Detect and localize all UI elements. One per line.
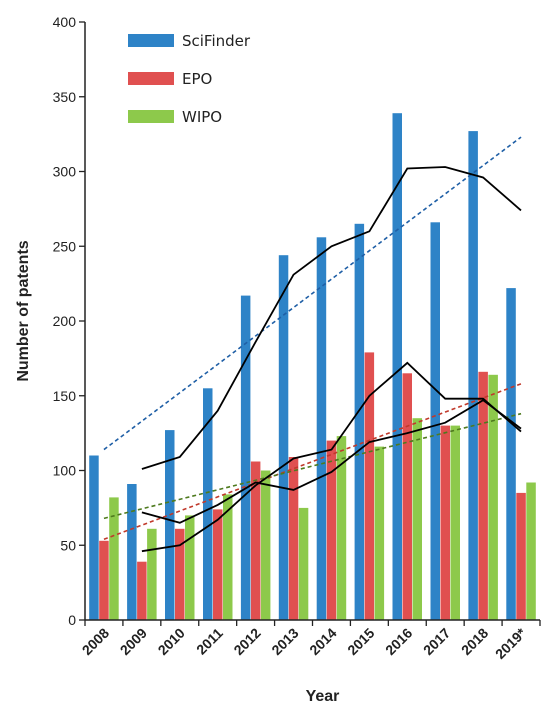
bar-epo-2011: [213, 509, 223, 620]
bar-epo-2014: [326, 440, 337, 620]
moving-average-epo: [141, 361, 522, 553]
bar-scifinder-2012: [240, 295, 251, 620]
bar-wipo-2019: [526, 482, 536, 620]
legend-label-wipo: WIPO: [182, 108, 222, 126]
y-tick-label: 50: [60, 537, 76, 553]
trendline-wipo: [103, 412, 522, 520]
x-tick-label: 2009: [117, 625, 150, 658]
y-tick-label: 250: [53, 238, 77, 254]
bar-wipo-2016: [412, 418, 422, 620]
bar-epo-2018: [478, 371, 488, 620]
bars-group: [89, 113, 536, 621]
x-tick-label: 2017: [420, 625, 453, 658]
y-tick-label: 300: [53, 164, 77, 180]
x-tick-label: 2011: [193, 625, 226, 658]
bar-scifinder-2009: [127, 484, 137, 620]
bar-epo-2008: [99, 540, 109, 620]
x-tick-label: 2010: [155, 625, 188, 658]
bar-scifinder-2019: [506, 288, 516, 620]
x-tick-label: 2015: [344, 625, 377, 658]
legend-label-scifinder: SciFinder: [182, 32, 251, 50]
bar-epo-2016: [402, 373, 412, 620]
bar-epo-2009: [137, 561, 147, 620]
moving-average-scifinder: [141, 166, 522, 470]
bar-scifinder-2008: [89, 455, 99, 620]
legend-swatch-wipo: [128, 110, 174, 123]
y-tick-label: 200: [53, 313, 77, 329]
bar-epo-2012: [250, 461, 261, 620]
bar-wipo-2009: [147, 528, 157, 620]
bar-wipo-2014: [336, 436, 347, 620]
x-tick-label: 2014: [306, 625, 339, 658]
x-ticks-group: 2008 2009 2010 2011 2012 2013 2014 2015 2016 2017…: [79, 620, 541, 662]
y-ticks-group: 0 50 100 150 200 250 300 350 400: [53, 14, 85, 628]
moving-averages-group: [141, 166, 522, 553]
x-tick-label: 2008: [79, 625, 112, 658]
x-axis-title: Year: [306, 688, 340, 705]
bar-epo-2019: [516, 492, 526, 620]
legend-swatch-scifinder: [128, 34, 174, 47]
bar-epo-2017: [440, 425, 450, 620]
bar-wipo-2010: [185, 515, 195, 620]
y-tick-label: 0: [68, 612, 76, 628]
bar-scifinder-2014: [316, 237, 327, 621]
bar-wipo-2018: [488, 374, 498, 620]
bar-wipo-2012: [260, 470, 271, 620]
bar-scifinder-2016: [392, 113, 402, 620]
legend-label-epo: EPO: [182, 70, 212, 88]
trendline-scifinder: [103, 136, 522, 451]
bar-wipo-2011: [223, 494, 233, 620]
y-tick-label: 350: [53, 89, 77, 105]
bar-epo-2015: [364, 352, 375, 620]
x-tick-label: 2018: [458, 625, 491, 658]
bar-scifinder-2017: [430, 222, 440, 621]
bar-wipo-2013: [298, 507, 309, 620]
legend: SciFinder EPO WIPO: [128, 32, 251, 126]
legend-swatch-epo: [128, 72, 174, 85]
y-tick-label: 400: [53, 14, 77, 30]
y-axis-title: Number of patents: [15, 240, 32, 381]
moving-average-wipo: [141, 399, 522, 524]
x-tick-label: 2013: [268, 625, 301, 658]
bar-epo-2010: [175, 528, 185, 620]
bar-wipo-2017: [450, 425, 460, 620]
bar-wipo-2008: [109, 497, 119, 620]
x-tick-label: 2012: [230, 625, 263, 658]
bar-scifinder-2013: [278, 255, 289, 620]
bar-wipo-2015: [374, 446, 385, 620]
y-tick-label: 100: [53, 463, 77, 479]
bar-scifinder-2015: [354, 223, 365, 621]
trendlines-group: [103, 136, 522, 541]
x-tick-label: 2019*: [492, 624, 530, 662]
bar-scifinder-2018: [468, 131, 478, 620]
y-tick-label: 150: [53, 388, 77, 404]
x-tick-label: 2016: [382, 625, 415, 658]
bar-scifinder-2011: [203, 388, 213, 620]
bar-scifinder-2010: [165, 430, 175, 620]
bar-epo-2013: [288, 457, 299, 620]
